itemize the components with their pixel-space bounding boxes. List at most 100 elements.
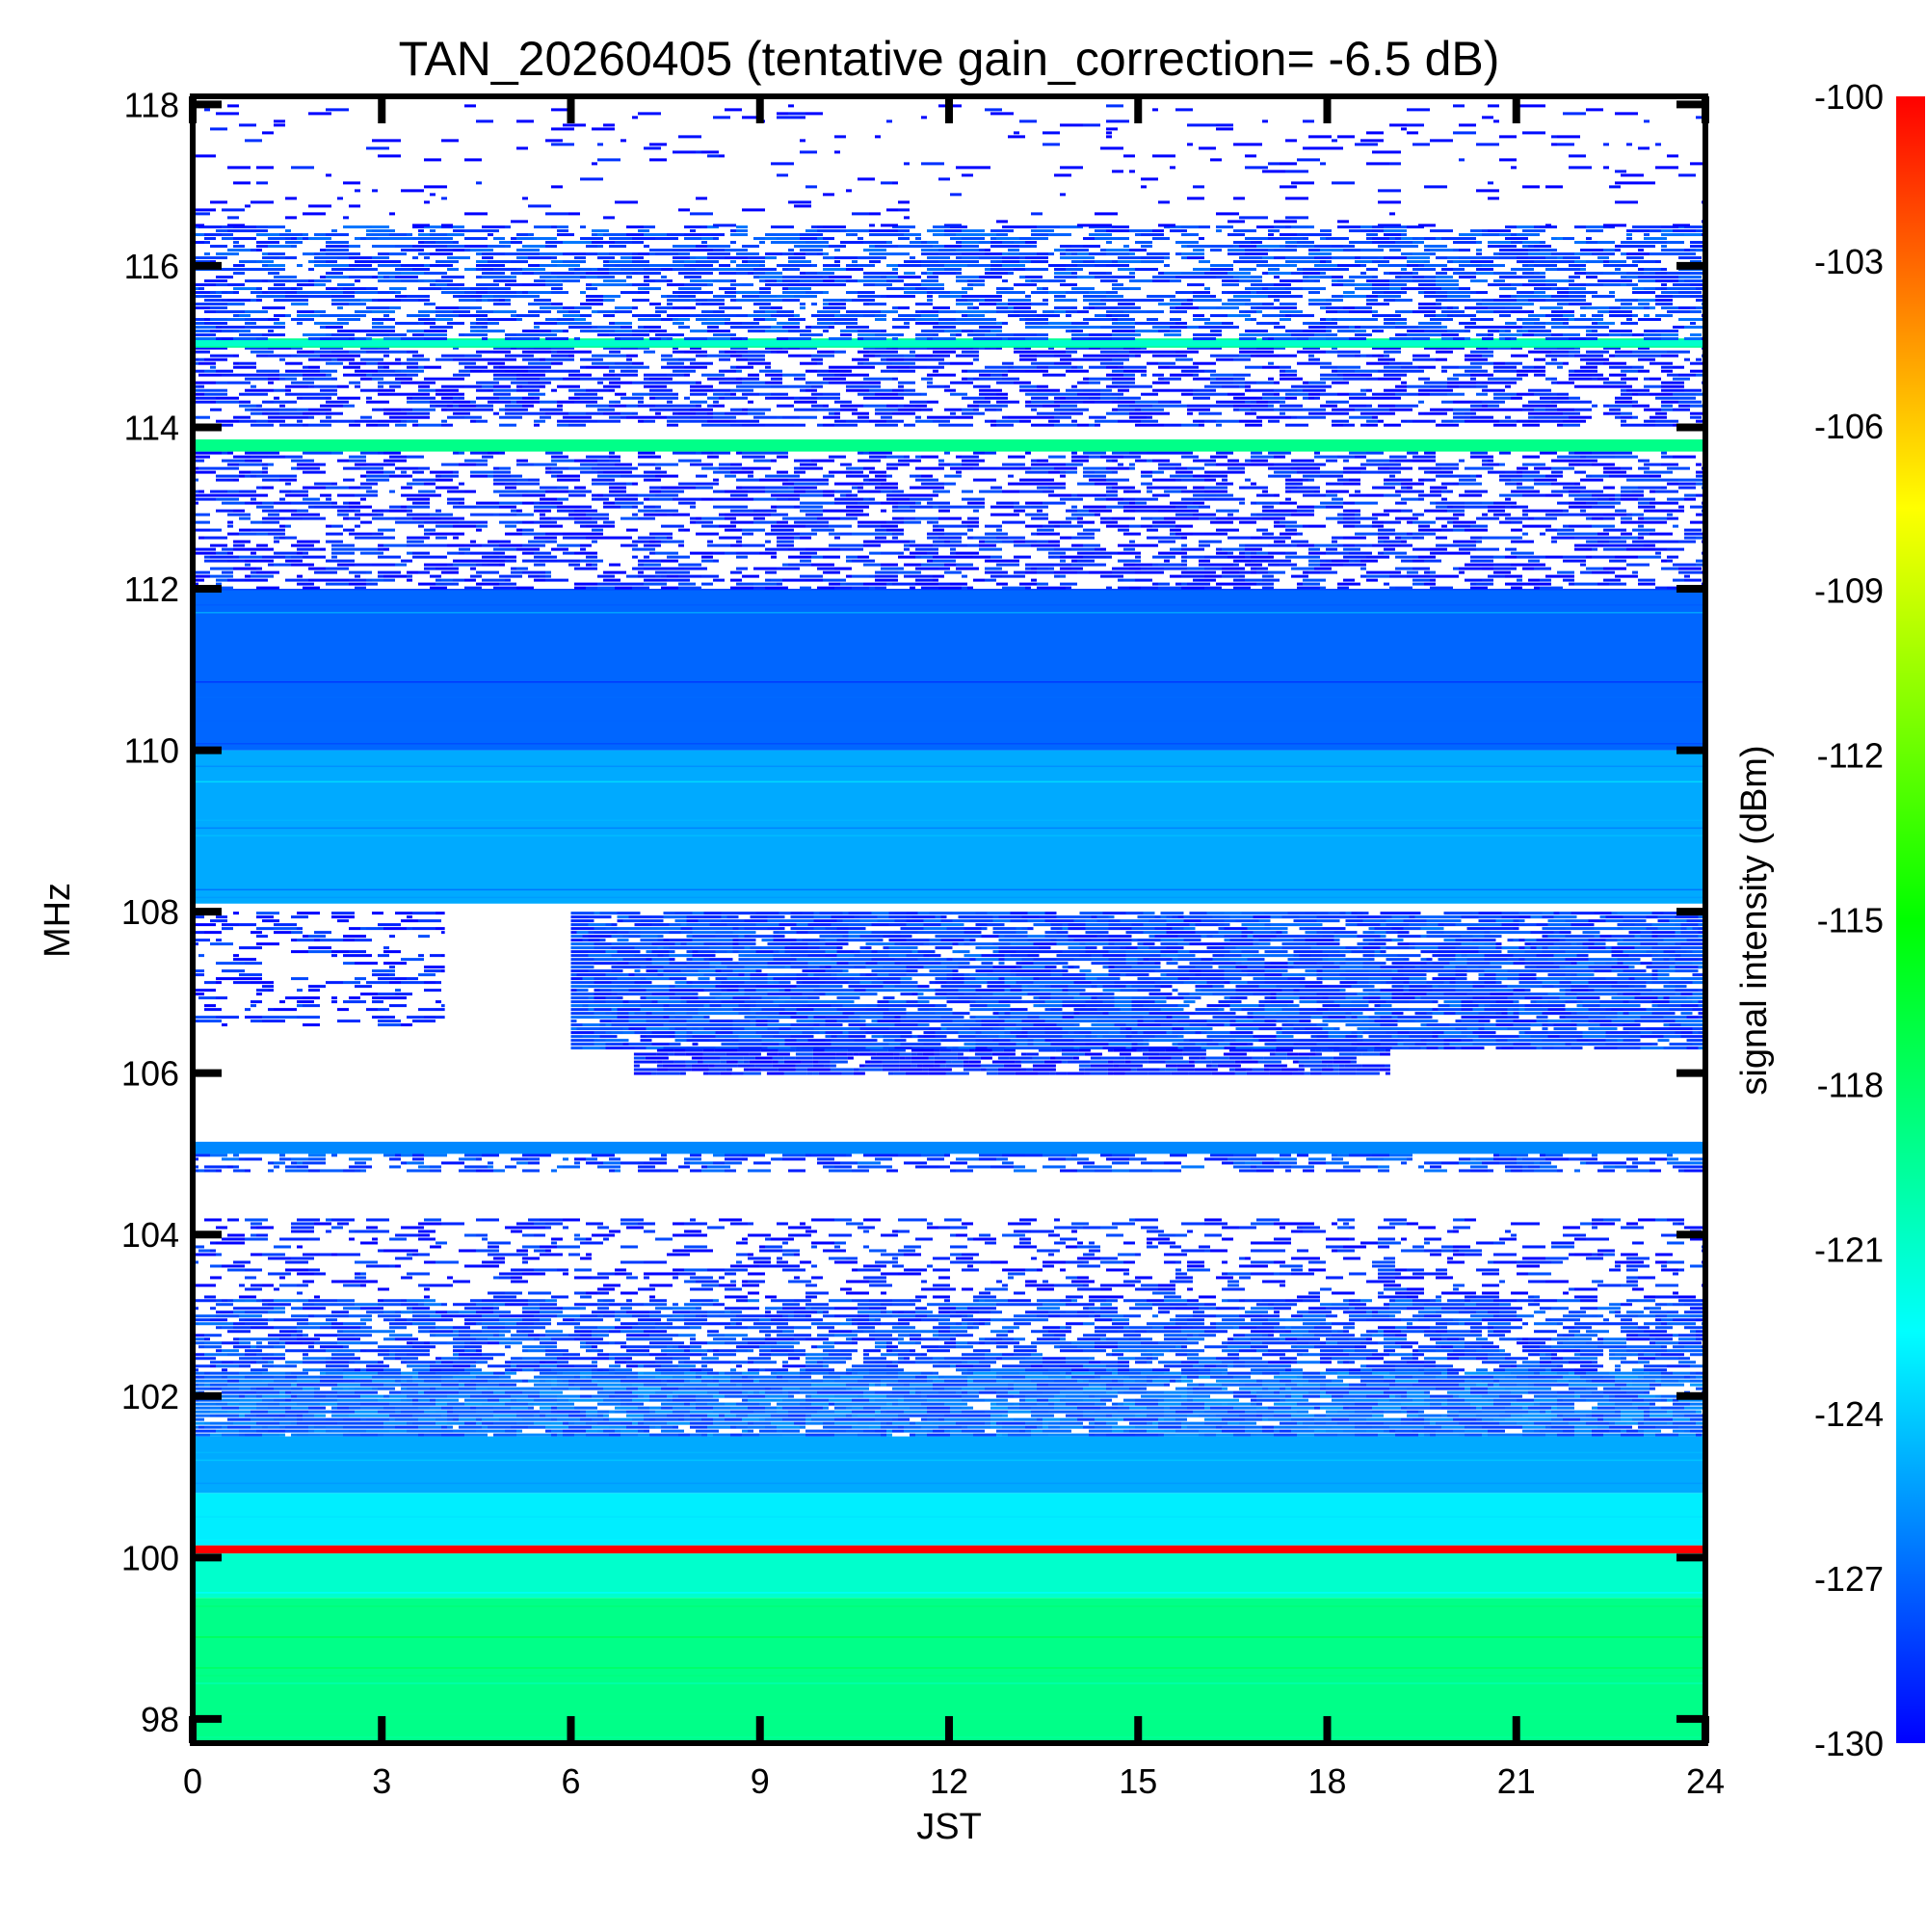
heatmap-cell [620,1260,644,1264]
heatmap-cell [499,1417,516,1421]
heatmap-cell [1108,942,1115,946]
heatmap-cell [1233,1165,1251,1169]
heatmap-cell [1164,1406,1170,1410]
heatmap-cell [782,1387,800,1390]
heatmap-cell [505,1429,516,1433]
heatmap-cell [597,1326,615,1330]
heatmap-cell [592,1379,597,1383]
heatmap-cell [1426,931,1444,935]
heatmap-cell [551,1337,574,1341]
heatmap-cell [1043,1361,1066,1364]
heatmap-cell [1424,1398,1447,1402]
heatmap-cell [1135,1398,1158,1402]
heatmap-cell [865,946,872,950]
heatmap-cell [1545,1257,1569,1260]
heatmap-cell [378,1410,389,1414]
heatmap-cell [1002,1161,1014,1165]
heatmap-cell [1106,1337,1129,1341]
heatmap-cell [251,1318,268,1322]
heatmap-cell [985,1421,990,1425]
heatmap-cell [1204,1364,1216,1368]
heatmap-cell [360,1241,378,1245]
heatmap-cell [1158,1421,1181,1425]
heatmap-cell [1441,1303,1465,1307]
heatmap-cell [742,1375,748,1379]
heatmap-cell [193,1141,1705,1154]
heatmap-cell [239,1314,262,1318]
heatmap-cell [858,1314,869,1318]
heatmap-cell [540,1253,563,1257]
heatmap-cell [1343,1402,1355,1406]
heatmap-cell [1189,912,1207,915]
heatmap-cell [979,1341,985,1345]
heatmap-cell [969,939,976,942]
heatmap-cell [1027,939,1051,942]
heatmap-cell [1251,1390,1256,1394]
heatmap-cell [1048,1253,1054,1257]
heatmap-cell [308,1429,314,1433]
heatmap-cell [1303,1394,1320,1398]
heatmap-cell [1106,1295,1123,1299]
heatmap-cell [1274,1303,1297,1307]
heatmap-cell [1170,1318,1175,1322]
heatmap-cell [782,1390,788,1394]
heatmap-cell [418,1383,441,1387]
heatmap-cell [493,1257,505,1260]
heatmap-cell [1343,1406,1349,1410]
heatmap-cell [1355,1345,1366,1349]
heatmap-cell [1262,1425,1274,1429]
heatmap-cell [1010,912,1028,915]
heatmap-cell [750,946,762,950]
heatmap-cell [1106,1387,1112,1390]
heatmap-cell [765,1295,777,1299]
heatmap-cell [274,1417,297,1421]
heatmap-cell [424,1299,436,1303]
heatmap-cell [1060,1237,1077,1241]
heatmap-cell [586,1421,597,1425]
heatmap-cell [274,1375,285,1379]
heatmap-cell [1210,1368,1216,1372]
heatmap-cell [1430,1165,1441,1169]
heatmap-cell [251,1284,262,1287]
heatmap-cell [1297,1249,1308,1253]
heatmap-cell [1222,1429,1245,1433]
heatmap-cell [1160,939,1184,942]
heatmap-cell [488,1326,505,1330]
heatmap-cell [615,1368,632,1372]
heatmap-cell [1430,1402,1441,1406]
heatmap-cell [193,1334,204,1337]
heatmap-cell [1459,1357,1476,1361]
heatmap-cell [1418,1364,1424,1368]
heatmap-cell [1021,927,1028,931]
heatmap-cell [1245,1410,1256,1414]
heatmap-cell [690,1353,701,1357]
heatmap-cell [871,931,895,935]
heatmap-cell [1540,1402,1557,1406]
heatmap-cell [950,1364,956,1368]
heatmap-cell [690,1345,701,1349]
heatmap-cell [378,1387,395,1390]
heatmap-cell [973,1307,996,1310]
heatmap-cell [1465,1345,1482,1349]
heatmap-cell [921,1218,927,1222]
heatmap-cell [505,1390,522,1394]
heatmap-cell [297,1383,314,1387]
heatmap-cell [1678,1361,1696,1364]
heatmap-cell [1482,1406,1505,1410]
heatmap-cell [1678,1337,1696,1341]
heatmap-cell [1615,1353,1632,1357]
heatmap-cell [1166,946,1184,950]
heatmap-cell [337,1406,349,1410]
heatmap-cell [522,1257,540,1260]
heatmap-cell [407,1341,412,1345]
heatmap-cell [690,1425,707,1429]
heatmap-cell [871,919,878,923]
heatmap-cell [1524,942,1531,946]
heatmap-cell [372,1387,378,1390]
heatmap-cell [1357,946,1363,950]
heatmap-cell [1135,1330,1147,1334]
heatmap-cell [314,1387,320,1390]
heatmap-cell [990,1375,996,1379]
heatmap-cell [1540,1357,1551,1361]
heatmap-cell [858,1433,881,1437]
